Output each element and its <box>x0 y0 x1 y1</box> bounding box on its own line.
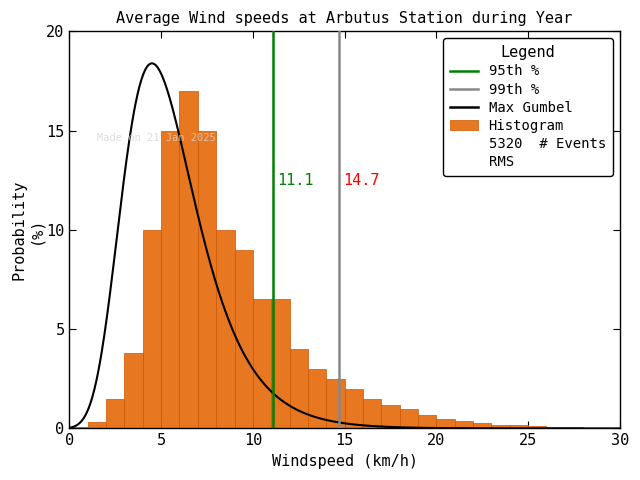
Bar <box>198 131 216 429</box>
Bar <box>216 230 234 429</box>
Bar <box>583 428 602 429</box>
Bar <box>492 424 509 429</box>
Bar <box>253 300 271 429</box>
Text: Made on 21 Jan 2025: Made on 21 Jan 2025 <box>97 132 216 143</box>
Y-axis label: Probability
(%): Probability (%) <box>11 180 44 280</box>
Bar <box>547 427 564 429</box>
Bar <box>473 422 492 429</box>
Bar <box>436 419 454 429</box>
Bar <box>418 415 436 429</box>
Bar <box>69 428 88 429</box>
Bar <box>363 399 381 429</box>
Bar <box>564 428 583 429</box>
Text: 11.1: 11.1 <box>276 173 313 188</box>
Text: 14.7: 14.7 <box>343 173 380 188</box>
Bar <box>344 389 363 429</box>
Title: Average Wind speeds at Arbutus Station during Year: Average Wind speeds at Arbutus Station d… <box>116 11 573 26</box>
Bar <box>161 131 179 429</box>
Bar <box>234 250 253 429</box>
Bar <box>454 420 473 429</box>
Bar <box>289 349 308 429</box>
Bar <box>509 425 528 429</box>
Bar <box>124 353 143 429</box>
Legend: 95th %, 99th %, Max Gumbel, Histogram, 5320  # Events, RMS: 95th %, 99th %, Max Gumbel, Histogram, 5… <box>443 38 613 176</box>
Bar <box>308 369 326 429</box>
Bar <box>326 379 344 429</box>
Bar <box>88 421 106 429</box>
X-axis label: Windspeed (km/h): Windspeed (km/h) <box>271 454 417 469</box>
Bar <box>271 300 289 429</box>
Bar <box>106 399 124 429</box>
Bar <box>381 405 399 429</box>
Bar <box>528 427 547 429</box>
Bar <box>179 91 198 429</box>
Bar <box>399 408 418 429</box>
Bar <box>143 230 161 429</box>
